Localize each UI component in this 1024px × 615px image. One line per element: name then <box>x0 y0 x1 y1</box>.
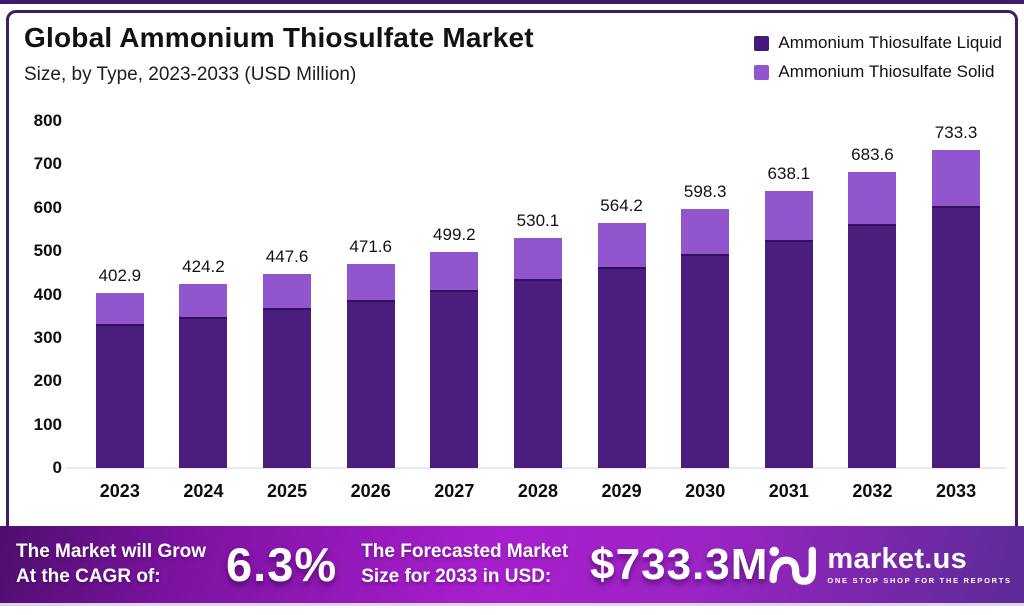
x-axis-baseline <box>66 467 1006 469</box>
bar-segment-liquid-2031 <box>764 240 813 468</box>
x-tick-2027: 2027 <box>434 481 475 501</box>
bar-segment-solid-2032 <box>848 171 897 224</box>
y-tick-400: 400 <box>33 284 62 304</box>
x-tick-2025: 2025 <box>267 481 308 501</box>
bar-segment-solid-2023 <box>95 293 144 325</box>
logo-name: market.us <box>827 542 968 575</box>
bar-value-label-2024: 424.2 <box>182 257 225 277</box>
bar-value-label-2030: 598.3 <box>683 181 727 201</box>
bar-segment-liquid-2026 <box>346 299 395 468</box>
page-subtitle: Size, by Type, 2023-2033 (USD Million) <box>24 64 357 85</box>
x-tick-2023: 2023 <box>99 481 140 501</box>
bar-value-label-2025: 447.6 <box>265 246 309 266</box>
x-axis-labels: 2023 2024 2025 2026 2027 2028 2029 2030 2031 2032… <box>78 481 998 502</box>
forecast-label: The Forecasted Market Size for 2033 in U… <box>361 540 568 589</box>
bar-segment-liquid-2032 <box>848 224 897 468</box>
forecast-value: $733.3M <box>590 539 769 589</box>
bar-segment-solid-2031 <box>764 191 813 241</box>
bar-value-label-2031: 638.1 <box>767 164 811 184</box>
bar-segment-liquid-2023 <box>95 324 144 468</box>
x-tick-2033: 2033 <box>936 481 977 501</box>
bar-segment-liquid-2024 <box>179 316 228 468</box>
legend-swatch-liquid-icon <box>754 35 770 51</box>
legend: Ammonium Thiosulfate Liquid Ammonium Thi… <box>754 33 1002 82</box>
legend-swatch-solid-icon <box>754 64 770 80</box>
marketus-logo: market.us ONE STOP SHOP FOR THE REPORTS <box>768 543 1011 587</box>
bar-value-label-2028: 530.1 <box>516 211 560 231</box>
bar-segment-solid-2025 <box>263 273 312 309</box>
x-tick-2029: 2029 <box>601 481 642 501</box>
logo-tagline: ONE STOP SHOP FOR THE REPORTS <box>827 575 1012 585</box>
bar-value-label-2033: 733.3 <box>934 122 978 142</box>
legend-item-liquid: Ammonium Thiosulfate Liquid <box>754 33 1002 53</box>
marketus-logo-text: market.us ONE STOP SHOP FOR THE REPORTS <box>827 542 1012 585</box>
cagr-label: The Market will Grow At the CAGR of: <box>16 540 206 589</box>
x-tick-2032: 2032 <box>852 481 893 501</box>
forecast-label-line2: Size for 2033 in USD: <box>361 565 552 587</box>
legend-label: Ammonium Thiosulfate Solid <box>778 62 995 81</box>
bar-segment-liquid-2030 <box>681 254 730 468</box>
bar-segment-liquid-2029 <box>597 266 646 468</box>
outer-frame-top-edge <box>0 0 1024 4</box>
x-tick-2028: 2028 <box>517 481 558 501</box>
bar-group-2028: 530.1 <box>513 211 562 468</box>
bar-segment-solid-2026 <box>346 263 395 300</box>
bar-group-2025: 447.6 <box>263 246 312 468</box>
bar-value-label-2023: 402.9 <box>98 266 142 286</box>
cagr-label-line1: The Market will Grow <box>16 540 207 562</box>
bar-value-label-2029: 564.2 <box>600 196 643 216</box>
banner-underline <box>0 603 1024 606</box>
bar-segment-solid-2033 <box>932 149 981 207</box>
bar-segment-liquid-2025 <box>263 308 312 468</box>
y-tick-600: 600 <box>33 197 62 217</box>
x-tick-2026: 2026 <box>350 481 391 501</box>
bar-segment-solid-2024 <box>179 284 228 317</box>
marketus-logo-icon <box>769 546 817 585</box>
bar-plot-area: 402.9 424.2 447.6 471.6 499.2 530.1 564.2 598.3… <box>78 63 998 468</box>
bar-group-2030: 598.3 <box>681 181 730 468</box>
y-tick-200: 200 <box>33 371 62 391</box>
y-tick-300: 300 <box>33 327 62 347</box>
y-tick-700: 700 <box>33 154 62 174</box>
bar-segment-liquid-2033 <box>932 206 981 468</box>
bar-group-2024: 424.2 <box>179 257 228 468</box>
y-tick-500: 500 <box>33 241 62 261</box>
bar-group-2029: 564.2 <box>597 196 646 468</box>
x-tick-2031: 2031 <box>768 481 809 501</box>
x-tick-2030: 2030 <box>685 481 726 501</box>
y-tick-0: 0 <box>52 458 62 477</box>
forecast-label-line1: The Forecasted Market <box>361 540 569 562</box>
legend-label: Ammonium Thiosulfate Liquid <box>778 33 1002 52</box>
y-tick-100: 100 <box>33 414 62 434</box>
bar-group-2027: 499.2 <box>430 224 479 468</box>
cagr-value: 6.3% <box>226 538 338 591</box>
bar-value-label-2032: 683.6 <box>851 144 894 164</box>
bar-group-2023: 402.9 <box>95 266 144 468</box>
x-tick-2024: 2024 <box>183 481 224 501</box>
legend-item-solid: Ammonium Thiosulfate Solid <box>754 62 1002 82</box>
bar-segment-liquid-2027 <box>430 289 479 468</box>
bar-group-2031: 638.1 <box>764 164 813 468</box>
bar-segment-liquid-2028 <box>513 278 562 468</box>
cagr-label-line2: At the CAGR of: <box>16 565 161 587</box>
bar-value-label-2026: 471.6 <box>349 236 392 256</box>
bar-value-label-2027: 499.2 <box>433 224 476 244</box>
bar-segment-solid-2028 <box>513 238 562 279</box>
bar-group-2033: 733.3 <box>932 122 981 468</box>
y-tick-800: 800 <box>33 111 62 130</box>
bar-segment-solid-2029 <box>597 223 646 267</box>
bar-segment-solid-2027 <box>430 251 479 290</box>
bar-segment-solid-2030 <box>681 208 730 255</box>
bar-group-2026: 471.6 <box>346 236 395 468</box>
page-title: Global Ammonium Thiosulfate Market <box>24 22 534 53</box>
cagr-banner: The Market will Grow At the CAGR of: 6.3… <box>0 526 1024 603</box>
bar-group-2032: 683.6 <box>848 144 897 468</box>
